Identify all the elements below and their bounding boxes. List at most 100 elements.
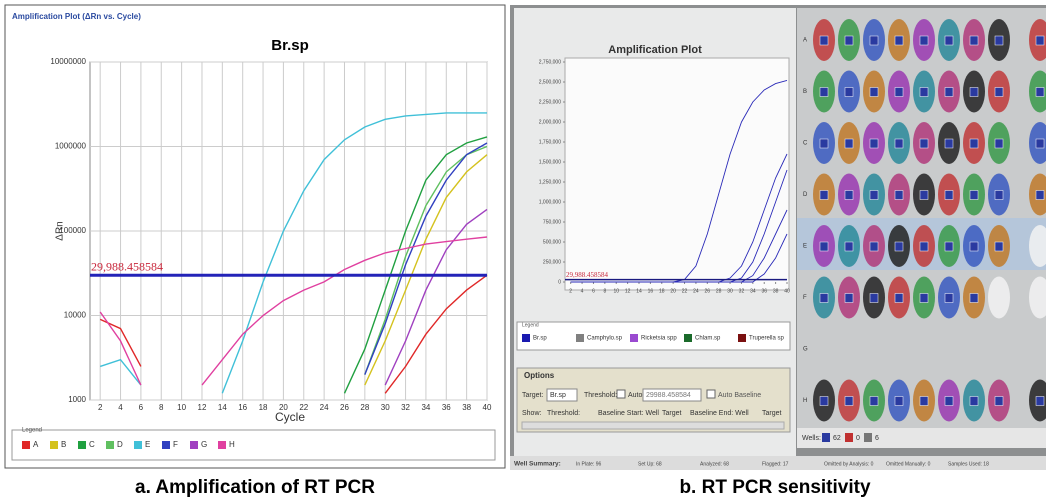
well-icon (945, 36, 953, 45)
legend-swatch (134, 441, 142, 449)
wells-icon (845, 433, 853, 442)
y-tick-label: 1000000 (55, 142, 87, 151)
well-icon (1036, 397, 1044, 406)
wells-label: Wells: (802, 435, 821, 442)
y-tick-label: 1000 (68, 395, 86, 404)
x-tick-label: 6 (592, 288, 595, 294)
legend-label: Truperella sp (749, 336, 784, 342)
x-tick-label: 34 (750, 288, 756, 294)
wells-count: 0 (856, 435, 860, 442)
well-icon (820, 191, 828, 200)
well-icon (945, 88, 953, 97)
legend-swatch (218, 441, 226, 449)
well-icon (970, 294, 978, 303)
caption: b. RT PCR sensitivity (679, 477, 871, 498)
legend-title: Legend (22, 428, 42, 434)
show-threshold: Threshold: (547, 410, 580, 417)
wells-icon (864, 433, 872, 442)
legend-swatch (22, 441, 30, 449)
auto-label: Auto (628, 392, 643, 399)
y-tick-label: 250,000 (543, 259, 561, 265)
show-label: Show: (522, 410, 542, 417)
x-tick-label: 16 (648, 288, 654, 294)
y-tick-label: 500,000 (543, 239, 561, 245)
well-icon (895, 88, 903, 97)
x-tick-label: 18 (259, 403, 268, 412)
y-tick-label: 100000 (59, 226, 86, 235)
well-icon (895, 242, 903, 251)
target-value[interactable]: Br.sp (550, 392, 566, 399)
y-tick-label: 10000000 (50, 57, 86, 66)
x-tick-label: 32 (401, 403, 410, 412)
plate-row-label: A (803, 38, 807, 44)
status-text: Samples Used: 18 (948, 461, 989, 467)
x-tick-label: 22 (682, 288, 688, 294)
well-icon (845, 36, 853, 45)
legend-label: Camphylo.sp (587, 336, 623, 342)
y-tick-label: 2,250,000 (539, 99, 561, 105)
legend-title: Legend (522, 322, 539, 328)
x-tick-label: 40 (483, 403, 492, 412)
well-icon (895, 397, 903, 406)
well-icon (895, 36, 903, 45)
well-icon (895, 191, 903, 200)
well-icon (970, 139, 978, 148)
caption: a. Amplification of RT PCR (135, 477, 375, 498)
well-icon (820, 139, 828, 148)
x-axis-label: Cycle (275, 410, 305, 424)
y-tick-label: 1,500,000 (539, 159, 561, 165)
x-tick-label: 24 (320, 403, 329, 412)
legend-label: F (173, 440, 178, 449)
baseline-start: Baseline Start: Well (598, 410, 659, 417)
well-icon (995, 36, 1003, 45)
chart-title: Amplification Plot (608, 44, 702, 56)
y-tick-label: 0 (558, 279, 561, 285)
x-tick-label: 26 (705, 288, 711, 294)
well-icon (970, 36, 978, 45)
y-tick-label: 2,750,000 (539, 59, 561, 65)
well-icon (920, 294, 928, 303)
well-icon (845, 88, 853, 97)
well-icon (820, 294, 828, 303)
status-text: Omitted by Analysis: 0 (824, 461, 874, 467)
x-tick-label: 24 (693, 288, 699, 294)
threshold-label: 29,988.458584 (566, 271, 609, 279)
scrollbar[interactable] (522, 422, 784, 429)
y-tick-label: 750,000 (543, 219, 561, 225)
well-icon (970, 397, 978, 406)
x-tick-label: 6 (139, 403, 144, 412)
legend-label: H (229, 440, 235, 449)
plate-well (988, 277, 1010, 319)
x-tick-label: 38 (462, 403, 471, 412)
well-icon (870, 36, 878, 45)
well-icon (820, 397, 828, 406)
status-text: Analyzed: 68 (700, 461, 729, 467)
well-icon (845, 397, 853, 406)
x-tick-label: 2 (98, 403, 103, 412)
legend-swatch (78, 441, 86, 449)
status-text: Omitted Manually: 0 (886, 461, 931, 467)
well-icon (870, 88, 878, 97)
well-icon (945, 242, 953, 251)
well-icon (995, 139, 1003, 148)
y-tick-label: 1,000,000 (539, 199, 561, 205)
well-icon (945, 294, 953, 303)
legend-swatch (576, 334, 584, 342)
well-icon (820, 88, 828, 97)
auto-baseline-checkbox[interactable] (707, 390, 715, 398)
x-tick-label: 8 (159, 403, 164, 412)
well-icon (870, 191, 878, 200)
legend-label: E (145, 440, 150, 449)
threshold-label: 29,988.458584 (91, 260, 163, 274)
well-icon (870, 139, 878, 148)
threshold-value[interactable]: 29988.458584 (646, 392, 691, 399)
legend-swatch (50, 441, 58, 449)
plate-row-label: G (803, 347, 808, 353)
legend-swatch (738, 334, 746, 342)
x-tick-label: 18 (659, 288, 665, 294)
well-icon (895, 139, 903, 148)
legend-label: A (33, 440, 39, 449)
well-icon (870, 294, 878, 303)
auto-checkbox[interactable] (617, 390, 625, 398)
well-icon (870, 397, 878, 406)
